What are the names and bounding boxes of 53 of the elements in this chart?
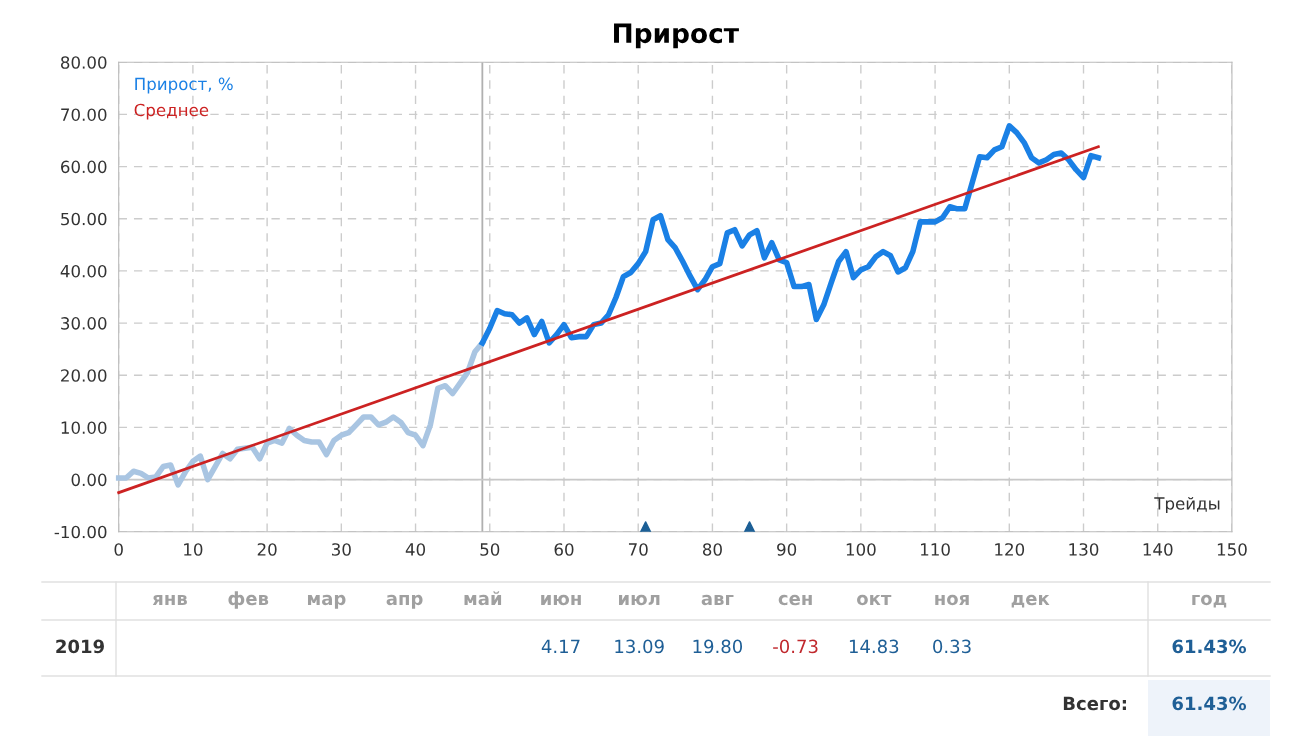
x-tick-label: 130 bbox=[1069, 543, 1099, 556]
x-tick-label: 20 bbox=[257, 543, 277, 556]
x-tick-label: 0 bbox=[114, 543, 123, 556]
y-tick-label: -10.00 bbox=[54, 525, 107, 539]
text: 2019 bbox=[56, 639, 104, 654]
chart-title: Прирост bbox=[614, 23, 739, 49]
y-tick-label: 30.00 bbox=[61, 317, 107, 330]
x-tick-label: 80 bbox=[702, 543, 722, 556]
y-tick-label: 40.00 bbox=[60, 264, 107, 278]
text: фев bbox=[228, 591, 269, 609]
text: -0.73 bbox=[773, 639, 818, 654]
x-tick-label: 60 bbox=[554, 543, 574, 556]
x-tick-label: 120 bbox=[995, 543, 1025, 556]
text: мар bbox=[307, 594, 346, 609]
y-tick-label: 70.00 bbox=[61, 108, 107, 121]
y-tick-label: 50.00 bbox=[61, 212, 107, 226]
text: Прирост, % bbox=[135, 77, 233, 94]
text: июн bbox=[541, 594, 581, 606]
x-tick-label: 140 bbox=[1143, 543, 1173, 556]
text: год bbox=[1192, 594, 1227, 608]
x-tick-label: 50 bbox=[480, 543, 500, 556]
x-tick-label: 70 bbox=[628, 543, 648, 556]
text: 4.17 bbox=[541, 639, 580, 653]
text: 0.33 bbox=[933, 639, 971, 654]
x-tick-label: 30 bbox=[332, 543, 351, 556]
y-tick-label: 60.00 bbox=[61, 160, 107, 174]
text: ноя bbox=[935, 594, 969, 606]
text: 19.80 bbox=[693, 639, 743, 654]
text: янв bbox=[152, 595, 187, 605]
y-tick-label: 10.00 bbox=[61, 421, 107, 434]
text: сен bbox=[778, 594, 812, 606]
y-tick-label: 0.00 bbox=[71, 473, 107, 487]
text: июл bbox=[619, 594, 660, 606]
text: 61.43% bbox=[1172, 696, 1247, 711]
y-tick-label: 20.00 bbox=[61, 369, 107, 382]
x-tick-label: 150 bbox=[1217, 543, 1247, 556]
x-tick-label: 100 bbox=[846, 543, 876, 556]
text: май bbox=[464, 591, 502, 606]
text: Всего: bbox=[1063, 696, 1126, 711]
x-tick-label: 10 bbox=[184, 543, 203, 556]
x-axis-title: Трейды bbox=[1154, 496, 1220, 513]
text: дек bbox=[1011, 594, 1050, 608]
x-tick-label: 90 bbox=[777, 543, 797, 556]
text: Среднее bbox=[134, 103, 209, 120]
x-tick-label: 110 bbox=[921, 543, 950, 556]
text: окт bbox=[857, 594, 892, 606]
y-tick-label: 80.00 bbox=[60, 56, 107, 69]
x-tick-label: 40 bbox=[405, 543, 426, 556]
text: апр bbox=[386, 594, 423, 609]
text: авг bbox=[701, 594, 734, 606]
text: 14.83 bbox=[849, 639, 899, 654]
text: 13.09 bbox=[615, 639, 664, 654]
text: 61.43% bbox=[1172, 639, 1247, 654]
